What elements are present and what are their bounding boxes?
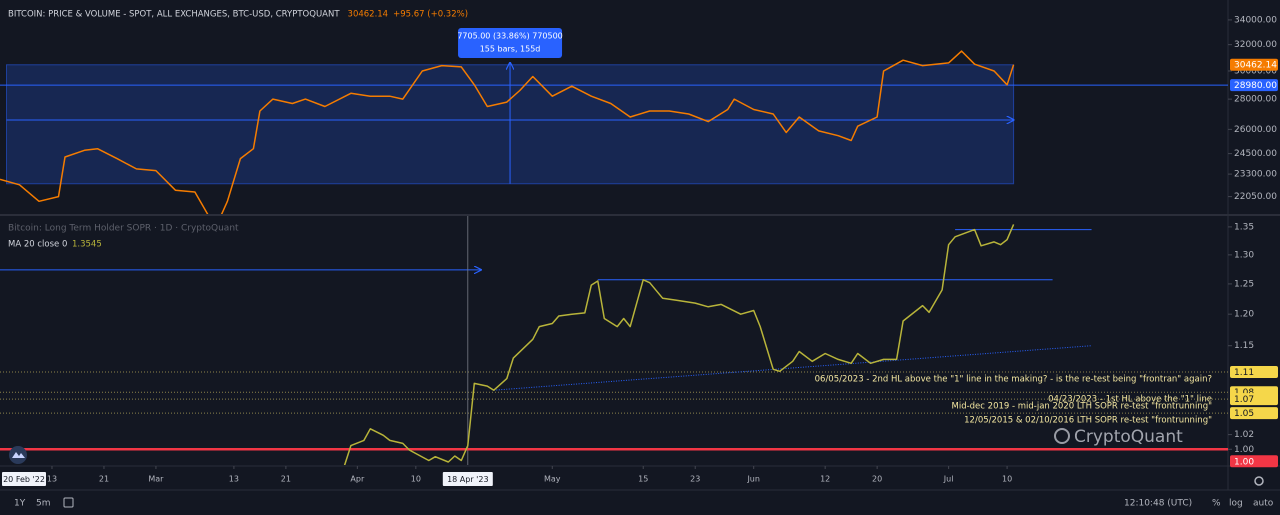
x-tick-label: 12 [820, 475, 830, 484]
x-tick-label: 23 [690, 475, 700, 484]
indicator-value: 1.3545 [72, 240, 102, 250]
level-label: 1.07 [1234, 395, 1254, 405]
x-tick-label: 21 [99, 475, 109, 484]
measure-label-box [458, 28, 563, 58]
cursor-label-box [442, 472, 493, 486]
red-line-label: 1.00 [1234, 457, 1254, 467]
logo-icon [12, 452, 25, 458]
x-tick-label: Apr [350, 475, 365, 484]
x-tick-label: 21 [281, 475, 291, 484]
y-tick-label: 30000.00 [1234, 66, 1277, 76]
x-tick-label: Jul [943, 475, 954, 484]
y-tick-label: 22050.00 [1234, 192, 1277, 202]
axis-option[interactable]: log [1229, 499, 1243, 509]
level-note: 04/23/2023 - 1st HL above the "1" line [1048, 395, 1212, 405]
level-label: 1.11 [1234, 368, 1254, 378]
hline-label-box [1230, 79, 1278, 92]
hline-label: 28980.00 [1234, 81, 1277, 91]
axis-option[interactable]: % [1212, 499, 1221, 509]
x-tick-label: May [544, 475, 561, 484]
last-price-label-box [1230, 58, 1278, 71]
cursor-label: 18 Apr '23 [447, 475, 488, 484]
indicator-label: MA 20 close 0 [8, 240, 67, 250]
y-tick-label: 1.02 [1234, 430, 1254, 440]
y-tick-label: 23300.00 [1234, 170, 1277, 180]
series-line [0, 50, 1015, 214]
axis-option[interactable]: auto [1253, 499, 1274, 509]
measure-label: 7705.00 (33.86%) 770500 [457, 32, 562, 41]
level-label-box [1230, 393, 1278, 406]
y-tick-label: 24500.00 [1234, 149, 1277, 159]
level-note: Mid-dec 2019 - mid-jan 2020 LTH SOPR re-… [952, 402, 1213, 412]
y-tick-label: 34000.00 [1234, 15, 1277, 25]
x-tick-label: 15 [638, 475, 648, 484]
settings-icon[interactable] [1254, 476, 1264, 486]
y-tick-label: 1.30 [1234, 250, 1254, 260]
range-button[interactable]: 5m [36, 499, 51, 509]
measure-label: 155 bars, 155d [480, 45, 541, 54]
y-tick-label: 1.20 [1234, 310, 1254, 320]
y-tick-label: 28000.00 [1234, 95, 1277, 105]
clock: 12:10:48 (UTC) [1124, 499, 1192, 509]
level-label: 1.05 [1234, 409, 1254, 419]
start-label: 20 Feb '22 [3, 475, 45, 484]
x-tick-label: 10 [411, 475, 421, 484]
range-button[interactable]: 1Y [14, 499, 26, 509]
pane-title: BITCOIN: PRICE & VOLUME - SPOT, ALL EXCH… [8, 10, 340, 20]
level-label-box [1230, 365, 1278, 378]
series-line [343, 224, 1015, 465]
x-tick-label: 10 [1002, 475, 1012, 484]
x-tick-label: Jun [746, 475, 760, 484]
red-line-label-box [1230, 455, 1278, 468]
title-change: +95.67 (+0.32%) [393, 10, 468, 20]
start-label-box [2, 472, 46, 486]
level-label-box [1230, 407, 1278, 420]
calendar-icon[interactable] [63, 497, 74, 508]
x-tick-label: 20 [872, 475, 882, 484]
y-tick-label: 1.15 [1234, 341, 1254, 351]
y-tick-label: 1.25 [1234, 279, 1254, 289]
title-price: 30462.14 [348, 10, 389, 20]
y-tick-label: 32000.00 [1234, 40, 1277, 50]
pane-title: Bitcoin: Long Term Holder SOPR · 1D · Cr… [8, 224, 239, 234]
watermark: CryptoQuant [1074, 427, 1183, 447]
x-tick-label: 13 [229, 475, 239, 484]
y-tick-label: 1.35 [1234, 222, 1254, 232]
level-note: 12/05/2015 & 02/10/2016 LTH SOPR re-test… [964, 416, 1212, 426]
y-tick-label: 26000.00 [1234, 125, 1277, 135]
x-tick-label: Mar [148, 475, 164, 484]
y-tick-label: 1.00 [1234, 445, 1254, 455]
watermark-logo [1054, 428, 1070, 444]
x-tick-label: 13 [47, 475, 57, 484]
level-note: 06/05/2023 - 2nd HL above the "1" line i… [815, 374, 1212, 384]
last-price-label: 30462.14 [1234, 61, 1277, 71]
